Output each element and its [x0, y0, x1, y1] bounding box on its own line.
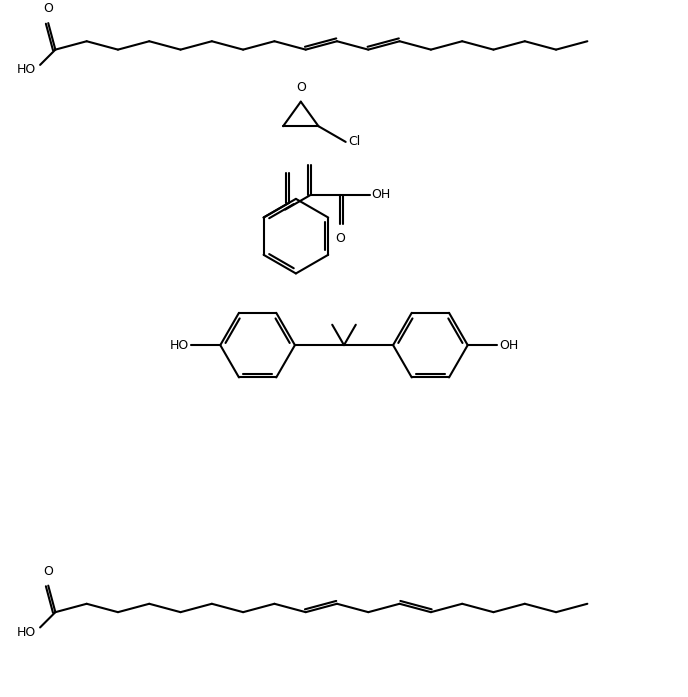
Text: Cl: Cl	[349, 135, 361, 148]
Text: OH: OH	[372, 188, 391, 201]
Text: O: O	[296, 81, 305, 94]
Text: O: O	[43, 565, 53, 578]
Text: HO: HO	[17, 63, 36, 76]
Text: HO: HO	[170, 339, 189, 351]
Text: OH: OH	[499, 339, 518, 351]
Text: O: O	[335, 232, 345, 245]
Text: O: O	[43, 2, 53, 15]
Text: HO: HO	[17, 626, 36, 639]
